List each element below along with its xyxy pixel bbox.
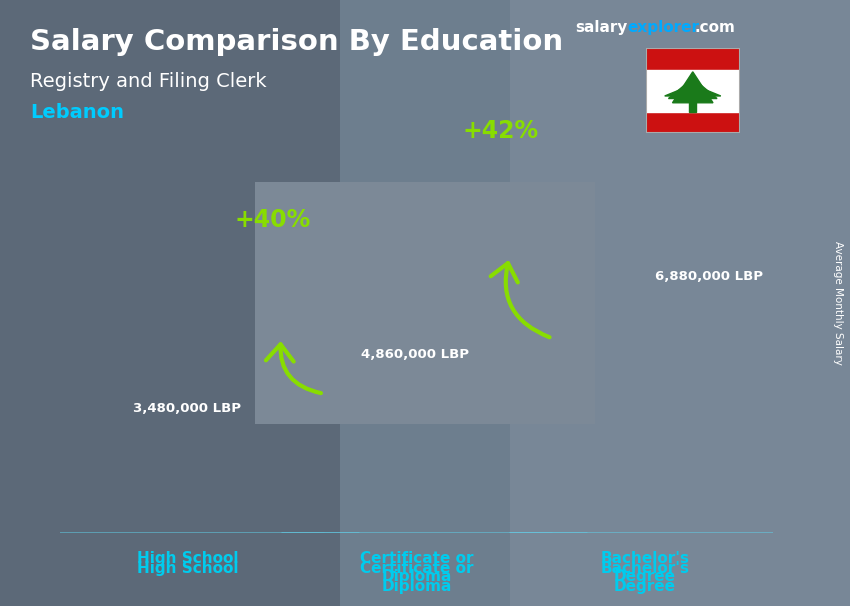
Text: Average Monthly Salary: Average Monthly Salary bbox=[833, 241, 843, 365]
Bar bbox=[646, 70, 740, 112]
Text: High School: High School bbox=[137, 561, 239, 576]
Text: salary: salary bbox=[575, 20, 627, 35]
Text: 6,880,000 LBP: 6,880,000 LBP bbox=[655, 270, 763, 282]
Polygon shape bbox=[672, 72, 713, 103]
Text: Bachelor's
Degree: Bachelor's Degree bbox=[600, 551, 689, 584]
Text: Certificate or
Diploma: Certificate or Diploma bbox=[360, 551, 473, 584]
Text: explorer: explorer bbox=[627, 20, 699, 35]
Bar bbox=[646, 112, 740, 133]
Text: +42%: +42% bbox=[462, 119, 539, 143]
Text: Salary Comparison By Education: Salary Comparison By Education bbox=[30, 28, 563, 56]
Text: .com: .com bbox=[695, 20, 736, 35]
Bar bbox=[689, 99, 696, 112]
Text: 3,480,000 LBP: 3,480,000 LBP bbox=[133, 402, 241, 415]
Text: Bachelor's
Degree: Bachelor's Degree bbox=[600, 561, 689, 594]
Bar bbox=[646, 48, 740, 70]
FancyArrowPatch shape bbox=[490, 263, 550, 338]
Text: High School: High School bbox=[137, 551, 239, 567]
Text: Lebanon: Lebanon bbox=[30, 103, 124, 122]
Text: Registry and Filing Clerk: Registry and Filing Clerk bbox=[30, 72, 267, 91]
Text: +40%: +40% bbox=[234, 208, 310, 231]
Polygon shape bbox=[668, 78, 717, 99]
Text: 4,860,000 LBP: 4,860,000 LBP bbox=[361, 348, 469, 362]
Polygon shape bbox=[665, 85, 721, 96]
Text: Certificate or
Diploma: Certificate or Diploma bbox=[360, 561, 473, 594]
FancyArrowPatch shape bbox=[266, 344, 321, 393]
